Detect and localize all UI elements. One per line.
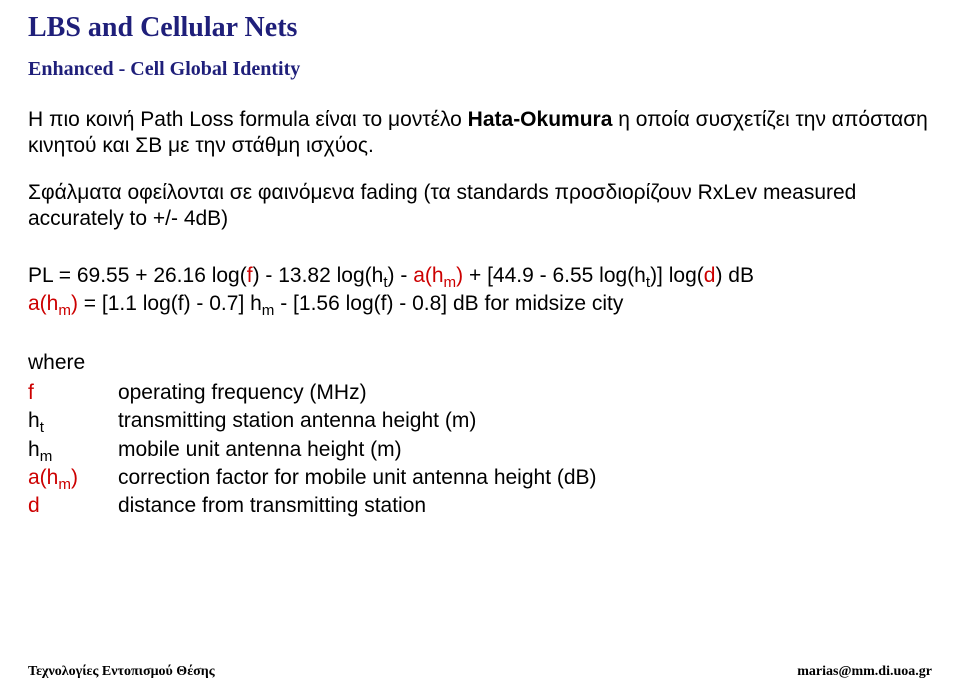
- definition-text: correction factor for mobile unit antenn…: [118, 464, 597, 492]
- f-txt: ) dB: [715, 264, 754, 287]
- f-sub-m: m: [444, 274, 457, 291]
- page-title: LBS and Cellular Nets: [28, 12, 932, 44]
- where-heading: where: [28, 349, 932, 377]
- f-txt: PL = 69.55 + 26.16 log(: [28, 264, 247, 287]
- f-ahm-close: ): [71, 292, 78, 315]
- footer: Τεχνολογίες Εντοπισμού Θέσης marias@mm.d…: [28, 664, 932, 680]
- definition-symbol: f: [28, 379, 118, 407]
- f-sub-m: m: [58, 303, 71, 320]
- f-sub-m: m: [262, 303, 275, 320]
- paragraph-2: Σφάλματα οφείλονται σε φαινόμενα fading …: [28, 180, 932, 233]
- f-ahm: a(h: [28, 292, 58, 315]
- f-txt: - [1.56 log(f) - 0.8] dB for midsize cit…: [274, 292, 623, 315]
- footer-left: Τεχνολογίες Εντοπισμού Θέσης: [28, 664, 215, 680]
- f-txt: = [1.1 log(f) - 0.7] h: [78, 292, 262, 315]
- f-txt: + [44.9 - 6.55 log(h: [463, 264, 646, 287]
- where-block: where foperating frequency (MHz)httransm…: [28, 349, 932, 521]
- f-var-d: d: [704, 264, 716, 287]
- definition-symbol: hm: [28, 436, 118, 464]
- definition-symbol: ht: [28, 407, 118, 435]
- definition-text: mobile unit antenna height (m): [118, 436, 597, 464]
- para1-pre: Η πιο κοινή Path Loss formula είναι το μ…: [28, 108, 468, 131]
- definition-symbol: a(hm): [28, 464, 118, 492]
- definition-text: distance from transmitting station: [118, 492, 597, 520]
- definition-text: operating frequency (MHz): [118, 379, 597, 407]
- formula-line-2: a(hm) = [1.1 log(f) - 0.7] hm - [1.56 lo…: [28, 290, 932, 318]
- formula-block: PL = 69.55 + 26.16 log(f) - 13.82 log(ht…: [28, 262, 932, 319]
- f-txt: ) - 13.82 log(h: [253, 264, 384, 287]
- model-name: Hata-Okumura: [468, 108, 613, 131]
- definition-row: hmmobile unit antenna height (m): [28, 436, 597, 464]
- footer-right: marias@mm.di.uoa.gr: [797, 664, 932, 680]
- f-ahm: a(h: [413, 264, 443, 287]
- definition-row: httransmitting station antenna height (m…: [28, 407, 597, 435]
- formula-line-1: PL = 69.55 + 26.16 log(f) - 13.82 log(ht…: [28, 262, 932, 290]
- definition-row: foperating frequency (MHz): [28, 379, 597, 407]
- paragraph-1: Η πιο κοινή Path Loss formula είναι το μ…: [28, 107, 932, 160]
- definitions-table: foperating frequency (MHz)httransmitting…: [28, 379, 597, 521]
- page-subtitle: Enhanced - Cell Global Identity: [28, 58, 932, 81]
- f-txt: )] log(: [650, 264, 704, 287]
- f-txt: ) -: [388, 264, 414, 287]
- definition-symbol: d: [28, 492, 118, 520]
- definition-row: a(hm)correction factor for mobile unit a…: [28, 464, 597, 492]
- definition-text: transmitting station antenna height (m): [118, 407, 597, 435]
- definition-row: ddistance from transmitting station: [28, 492, 597, 520]
